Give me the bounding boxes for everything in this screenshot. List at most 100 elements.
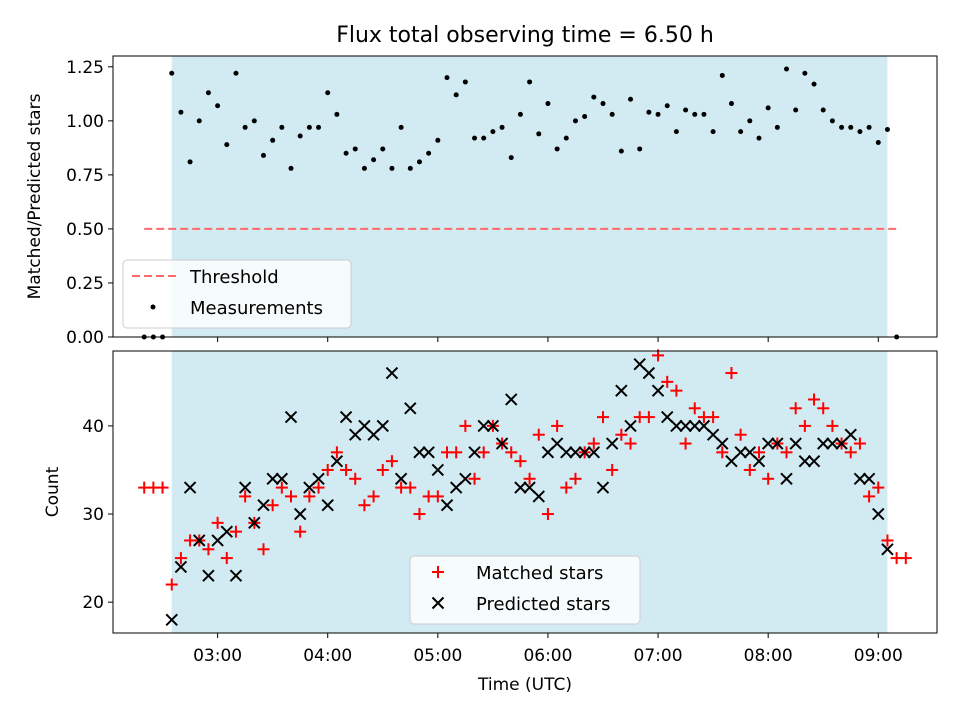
predicted-star-point	[817, 437, 830, 450]
matched-star-point	[376, 463, 389, 476]
predicted-star-point	[248, 516, 261, 530]
matched-star-point	[156, 481, 169, 494]
bottom-y-tick-label: 40	[82, 417, 104, 437]
measurement-point	[233, 70, 239, 76]
predicted-star-point	[330, 454, 344, 468]
predicted-star-point	[679, 419, 692, 433]
measurement-point	[251, 118, 257, 124]
measurement-point	[435, 137, 441, 143]
matched-star-point	[606, 463, 619, 476]
predicted-star-point	[394, 472, 408, 485]
top-y-tick-label: 0.50	[66, 220, 104, 240]
predicted-star-point	[651, 384, 665, 397]
matched-star-point	[523, 472, 536, 485]
measurement-point	[472, 135, 478, 141]
measurement-point	[637, 146, 643, 152]
measurement-point	[655, 111, 661, 117]
matched-star-point	[275, 481, 288, 494]
matched-star-point	[257, 543, 270, 556]
predicted-star-point	[321, 499, 334, 512]
matched-star-point	[330, 446, 343, 459]
measurement-point	[738, 129, 744, 135]
measurement-point	[169, 70, 175, 76]
matched-star-point	[285, 490, 298, 503]
measurement-point	[747, 118, 753, 124]
matched-star-point	[477, 446, 490, 459]
predicted-star-point	[514, 481, 527, 494]
predicted-star-point	[431, 463, 445, 477]
measurement-point	[361, 165, 367, 171]
measurement-point	[481, 135, 487, 141]
bottom-y-tick-label: 30	[82, 505, 104, 525]
top-y-tick-label: 1.25	[66, 58, 104, 78]
top-axes-frame	[112, 55, 938, 338]
matched-star-point	[872, 481, 885, 494]
measurement-point	[325, 90, 331, 96]
matched-star-point	[789, 402, 802, 415]
matched-star-point	[505, 446, 518, 459]
top-marks	[141, 66, 901, 340]
predicted-star-point	[404, 402, 417, 415]
measurement-point	[508, 155, 514, 161]
measurement-point	[609, 111, 615, 117]
measurement-point	[178, 109, 184, 115]
legend-plus-marker	[432, 566, 444, 578]
predicted-star-point	[789, 437, 802, 450]
matched-star-point	[587, 437, 600, 450]
measurement-point	[407, 165, 413, 171]
predicted-star-point	[881, 543, 894, 556]
matched-star-point	[174, 552, 187, 565]
matched-star-point	[743, 463, 756, 476]
measurement-point	[242, 124, 248, 130]
measurement-point	[527, 79, 533, 85]
measurement-point	[664, 103, 670, 109]
predicted-star-point	[284, 410, 298, 424]
measurement-point	[343, 150, 349, 156]
legend-measurements-swatch	[150, 304, 156, 310]
measurement-point	[563, 135, 569, 141]
measurement-point	[196, 118, 202, 124]
matched-star-point	[688, 402, 701, 415]
measurement-point	[710, 129, 716, 135]
bottom-y-ticks: 20 30 40	[82, 417, 113, 613]
x-axis-label: Time (UTC)	[477, 675, 572, 695]
measurement-point	[719, 72, 725, 78]
matched-star-point	[312, 481, 325, 494]
measurement-point	[701, 111, 707, 117]
matched-star-point	[716, 446, 729, 459]
measurement-point	[398, 124, 404, 130]
measurement-point	[820, 107, 826, 113]
measurement-point	[774, 124, 780, 130]
matched-star-point	[385, 455, 398, 468]
measurement-point	[444, 75, 450, 81]
measurement-point	[884, 126, 890, 132]
bottom-x-tick-label: 03:00	[193, 646, 242, 666]
measurement-point	[866, 124, 872, 130]
measurement-point	[389, 165, 395, 171]
measurement-point	[848, 124, 854, 130]
top-y-tick-label: 0.00	[66, 328, 104, 348]
matched-star-point	[853, 437, 866, 450]
measurement-point	[673, 129, 679, 135]
matched-star-point	[881, 534, 894, 547]
bottom-legend: Matched stars Predicted stars	[409, 555, 641, 625]
matched-star-point	[826, 419, 839, 432]
measurement-point	[187, 159, 193, 165]
predicted-star-point	[339, 410, 353, 424]
matched-star-point	[413, 508, 426, 521]
matched-star-point	[294, 525, 307, 538]
matched-star-point	[899, 552, 912, 565]
predicted-star-point	[312, 472, 325, 485]
matched-star-point	[541, 508, 554, 521]
predicted-star-point	[844, 428, 857, 441]
matched-star-point	[817, 402, 830, 415]
measurement-point	[793, 107, 799, 113]
predicted-star-point	[275, 472, 289, 485]
predicted-star-point	[440, 499, 454, 512]
predicted-star-point	[477, 419, 490, 433]
bottom-x-tick-label: 05:00	[413, 646, 462, 666]
measurement-point	[352, 146, 358, 152]
matched-star-point	[431, 490, 444, 503]
predicted-star-point	[376, 419, 389, 433]
measurement-point	[279, 124, 285, 130]
